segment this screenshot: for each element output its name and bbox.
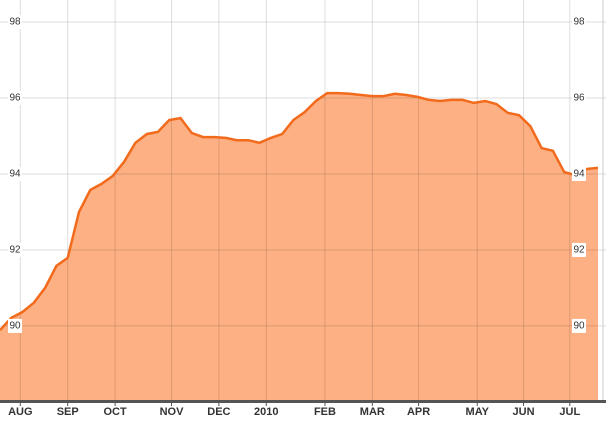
x-tick-label: MAR <box>360 406 385 418</box>
y-tick-label-right: 98 <box>573 17 585 28</box>
y-label-box <box>572 242 586 257</box>
x-tick-label: 2010 <box>254 406 278 418</box>
y-tick-label: 96 <box>9 93 21 104</box>
y-label-box <box>572 318 586 333</box>
x-tick-label: SEP <box>57 406 79 418</box>
x-tick-label: NOV <box>160 406 185 418</box>
area-line <box>0 91 599 331</box>
x-tick-label: DEC <box>207 406 230 418</box>
area-fill <box>0 93 598 400</box>
y-tick-label-right: 92 <box>573 245 585 256</box>
x-tick-label: JUN <box>513 406 535 418</box>
y-tick-label: 90 <box>9 321 21 332</box>
x-tick-label: FEB <box>314 406 336 418</box>
x-tick-label: OCT <box>103 406 127 418</box>
y-label-box <box>8 242 22 257</box>
y-label-box <box>572 91 586 106</box>
y-tick-label-right: 94 <box>573 169 585 180</box>
x-tick-label: JUL <box>559 406 580 418</box>
y-label-box <box>572 166 586 181</box>
y-tick-label-right: 96 <box>573 93 585 104</box>
y-label-box <box>8 318 22 333</box>
x-tick-label: MAY <box>466 406 490 418</box>
y-label-box <box>8 91 22 106</box>
y-tick-label: 98 <box>9 17 21 28</box>
y-label-box <box>572 15 586 30</box>
y-tick-label: 94 <box>9 169 21 180</box>
y-label-box <box>8 166 22 181</box>
x-tick-label: AUG <box>8 406 32 418</box>
y-tick-label: 92 <box>9 245 21 256</box>
y-tick-label-right: 90 <box>573 321 585 332</box>
x-tick-label: APR <box>407 406 430 418</box>
y-label-box <box>8 15 22 30</box>
